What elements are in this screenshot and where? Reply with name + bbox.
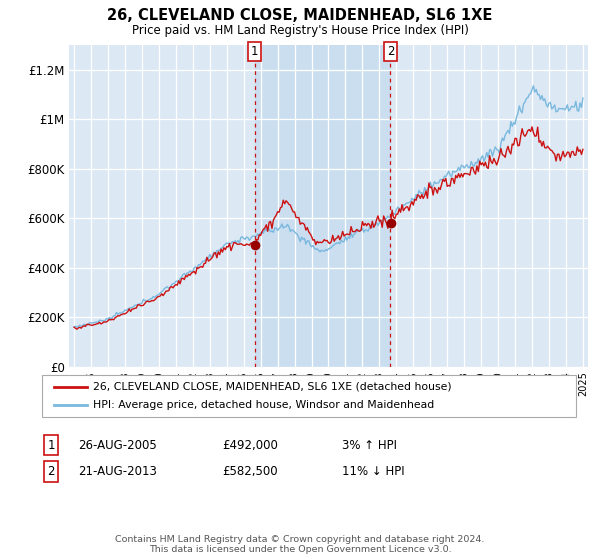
Text: HPI: Average price, detached house, Windsor and Maidenhead: HPI: Average price, detached house, Wind… [93,400,434,410]
Text: £492,000: £492,000 [222,438,278,452]
Text: 21-AUG-2013: 21-AUG-2013 [78,465,157,478]
Text: £582,500: £582,500 [222,465,278,478]
Text: 2: 2 [386,45,394,58]
Text: 26-AUG-2005: 26-AUG-2005 [78,438,157,452]
Text: 26, CLEVELAND CLOSE, MAIDENHEAD, SL6 1XE: 26, CLEVELAND CLOSE, MAIDENHEAD, SL6 1XE [107,8,493,24]
Text: 1: 1 [47,438,55,452]
Text: 2: 2 [47,465,55,478]
Text: 11% ↓ HPI: 11% ↓ HPI [342,465,404,478]
Text: 26, CLEVELAND CLOSE, MAIDENHEAD, SL6 1XE (detached house): 26, CLEVELAND CLOSE, MAIDENHEAD, SL6 1XE… [93,382,452,392]
Bar [255,45,391,367]
Text: 3% ↑ HPI: 3% ↑ HPI [342,438,397,452]
Text: 1: 1 [251,45,259,58]
Text: Price paid vs. HM Land Registry's House Price Index (HPI): Price paid vs. HM Land Registry's House … [131,24,469,36]
Text: Contains HM Land Registry data © Crown copyright and database right 2024.
This d: Contains HM Land Registry data © Crown c… [115,535,485,554]
